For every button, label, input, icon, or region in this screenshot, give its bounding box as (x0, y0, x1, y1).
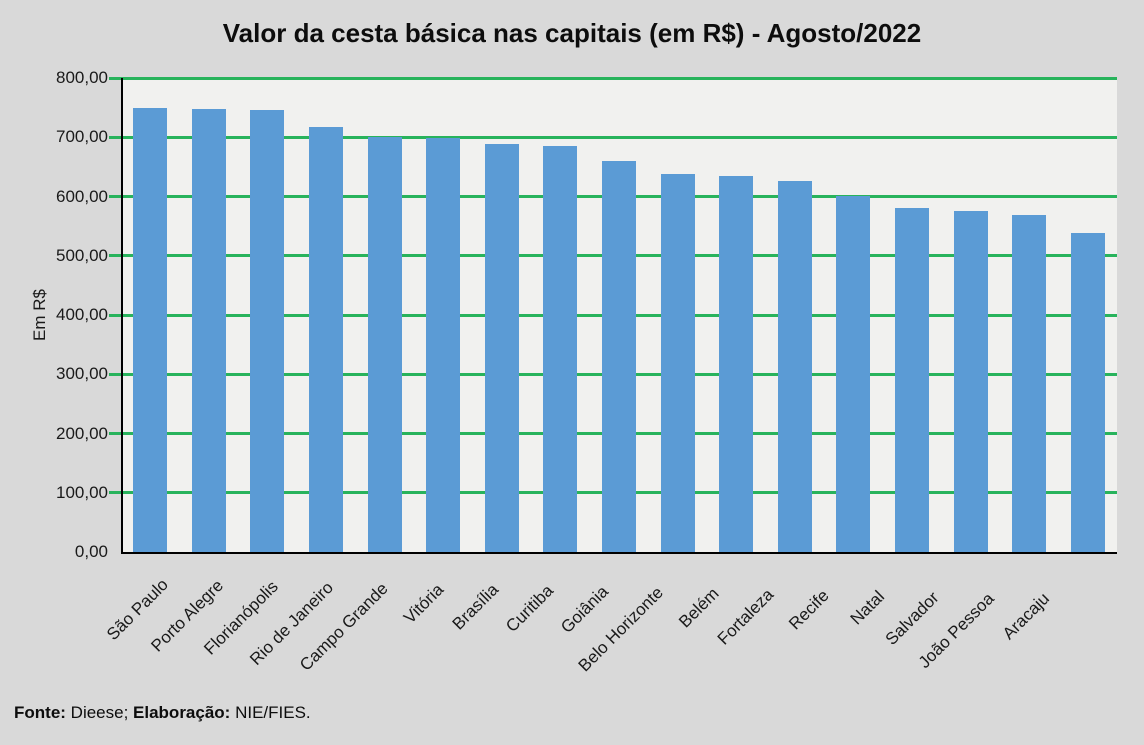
y-axis-tick-label: 800,00 (56, 68, 108, 87)
bar (191, 108, 226, 552)
bars-layer (121, 78, 1117, 552)
y-axis-tick-label: 100,00 (56, 482, 108, 502)
bar (719, 175, 754, 552)
chart-title: Valor da cesta básica nas capitais (em R… (222, 18, 922, 48)
x-axis-label: Curitiba (502, 581, 558, 637)
bar (602, 160, 637, 552)
bar-slot (414, 78, 473, 552)
bar (543, 145, 578, 552)
fonte-label: Fonte: (14, 703, 66, 722)
x-axis-label: Natal (846, 586, 888, 629)
bar-slot (590, 78, 649, 552)
bar-slot (648, 78, 707, 552)
bar-slot (238, 78, 297, 552)
y-axis-tick-label: 300,00 (56, 364, 108, 384)
bar (367, 137, 402, 552)
bar-slot (531, 78, 590, 552)
y-axis-title: Em R$ (30, 289, 49, 341)
x-axis-label: Fortaleza (713, 584, 778, 649)
bar (426, 137, 461, 552)
bar-slot (355, 78, 414, 552)
bar (484, 143, 519, 552)
elaboracao-value: NIE/FIES. (230, 703, 311, 722)
y-axis-tick-label: 600,00 (56, 186, 108, 206)
bar (953, 211, 988, 552)
bar (133, 107, 168, 552)
y-axis-tick-label: 0,00 (74, 542, 108, 561)
bar-slot (824, 78, 883, 552)
bar-slot (707, 78, 766, 552)
fonte-value: Dieese; (65, 703, 134, 722)
x-axis-label: Goiânia (557, 582, 613, 638)
y-axis-tick-label: 500,00 (56, 245, 108, 265)
bar-slot (473, 78, 532, 552)
bar (250, 110, 285, 552)
x-axis-label: Aracaju (998, 589, 1054, 644)
x-axis-label: Recife (785, 585, 833, 634)
x-axis-label: Belém (674, 584, 723, 632)
x-axis-label: Brasília (448, 580, 503, 634)
y-axis-line (121, 78, 123, 554)
bar-slot (180, 78, 239, 552)
bar (309, 127, 344, 552)
bar (836, 195, 871, 552)
gridline (109, 135, 1117, 139)
bar-slot (1059, 78, 1118, 552)
bar-slot (297, 78, 356, 552)
x-axis-line (121, 552, 1117, 554)
bar-slot (1000, 78, 1059, 552)
plot-area: 0,00 100,00 200,00 300,00 400,00 500,00 600,00… (56, 68, 1117, 561)
bar-slot (766, 78, 825, 552)
bar-slot (121, 78, 180, 552)
y-axis-tick-label: 700,00 (56, 127, 108, 147)
bar (1070, 232, 1105, 552)
bar (660, 174, 695, 552)
bar (895, 207, 930, 552)
bar (1012, 214, 1047, 552)
bar (777, 181, 812, 552)
elaboracao-label: Elaboração: (133, 703, 231, 722)
bar-slot (883, 78, 942, 552)
y-axis-tick-label: 200,00 (56, 423, 108, 443)
x-axis-label: Vitória (399, 579, 447, 627)
source-note: Fonte: Dieese; Elaboração: NIE/FIES. (14, 703, 311, 723)
gridline (109, 76, 1117, 80)
y-axis-tick-label: 400,00 (56, 305, 108, 324)
bar-slot (941, 78, 1000, 552)
